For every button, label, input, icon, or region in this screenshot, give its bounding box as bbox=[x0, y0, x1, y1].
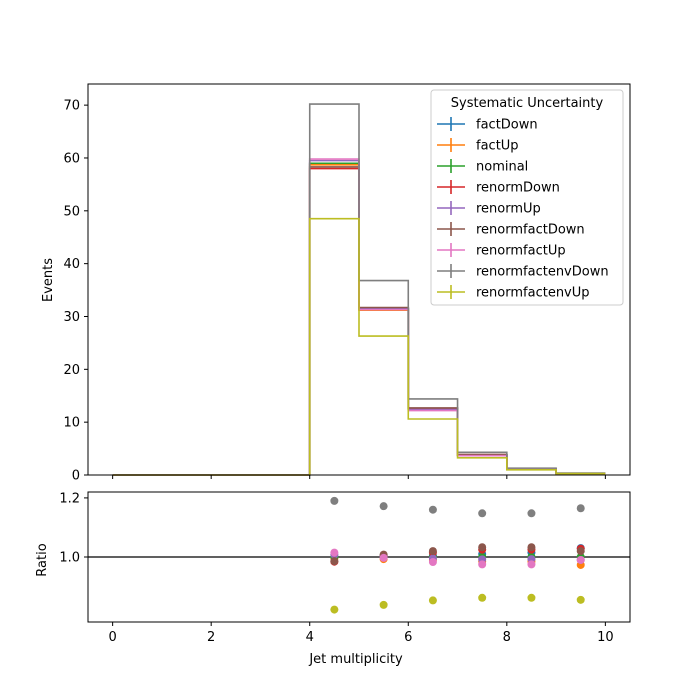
legend-label: renormfactUp bbox=[476, 244, 566, 259]
ratio-point bbox=[330, 548, 339, 557]
ratio-point bbox=[330, 605, 339, 614]
histogram-y-ticks: 0 10 20 30 40 50 60 70 bbox=[63, 99, 88, 484]
histogram-y-tick-label: 60 bbox=[63, 151, 80, 166]
ratio-point bbox=[428, 558, 437, 567]
legend-item-renormdown: renormDown bbox=[437, 180, 560, 196]
legend-item-renormfactenvup: renormfactenvUp bbox=[437, 285, 590, 301]
ratio-point bbox=[478, 593, 487, 602]
legend-item-renormup: renormUp bbox=[437, 201, 541, 217]
ratio-point bbox=[527, 543, 536, 552]
histogram-x-ticks bbox=[112, 475, 606, 479]
ratio-plot-area bbox=[88, 496, 630, 614]
x-tick-label: 6 bbox=[404, 630, 412, 645]
ratio-point bbox=[527, 560, 536, 569]
histogram-y-tick-label: 70 bbox=[63, 99, 80, 114]
legend-label: renormfactDown bbox=[476, 223, 585, 238]
ratio-x-ticks: 0 2 4 6 8 10 bbox=[108, 622, 614, 645]
ratio-point bbox=[428, 505, 437, 514]
legend-items: factDown factUp nominal renormDown renormUp r… bbox=[437, 117, 609, 301]
ratio-point bbox=[527, 593, 536, 602]
legend-item-nominal: nominal bbox=[437, 159, 528, 175]
ratio-series-renormfactup bbox=[330, 548, 585, 569]
legend-item-renormfactdown: renormfactDown bbox=[437, 222, 585, 238]
histogram-y-tick-label: 30 bbox=[63, 310, 80, 325]
ratio-point bbox=[330, 496, 339, 505]
ratio-point bbox=[379, 502, 388, 511]
ratio-point bbox=[576, 504, 585, 513]
ratio-point bbox=[478, 560, 487, 569]
legend-title: Systematic Uncertainty bbox=[451, 96, 604, 111]
ratio-point bbox=[576, 547, 585, 556]
ratio-point bbox=[478, 509, 487, 518]
ratio-point bbox=[428, 547, 437, 556]
ratio-point bbox=[576, 595, 585, 604]
ratio-y-axis-label: Ratio bbox=[35, 543, 50, 576]
legend-label: renormfactenvDown bbox=[476, 265, 609, 280]
legend-item-factdown: factDown bbox=[437, 117, 538, 133]
histogram-panel: 0 10 20 30 40 50 60 70 Events Systematic Uncert… bbox=[41, 83, 631, 484]
x-axis-label: Jet multiplicity bbox=[308, 652, 403, 667]
ratio-point bbox=[576, 555, 585, 564]
histogram-y-axis-label: Events bbox=[41, 258, 56, 302]
x-tick-label: 8 bbox=[503, 630, 511, 645]
histogram-y-tick-label: 0 bbox=[72, 469, 80, 484]
legend-label: renormUp bbox=[476, 202, 541, 217]
ratio-series-renormfactenvup bbox=[330, 593, 585, 614]
ratio-point bbox=[428, 596, 437, 605]
histogram-y-tick-label: 50 bbox=[63, 204, 80, 219]
legend-box bbox=[430, 89, 624, 306]
legend-label: factUp bbox=[476, 139, 519, 154]
legend-label: renormDown bbox=[476, 181, 560, 196]
ratio-y-tick-label: 1.0 bbox=[59, 551, 80, 566]
legend-item-renormfactup: renormfactUp bbox=[437, 243, 566, 259]
x-tick-label: 0 bbox=[108, 630, 116, 645]
histogram-y-tick-label: 20 bbox=[63, 363, 80, 378]
x-tick-label: 10 bbox=[597, 630, 614, 645]
ratio-series-renormfactenvdown bbox=[330, 496, 585, 518]
legend-item-factup: factUp bbox=[437, 138, 519, 154]
legend-item-renormfactenvdown: renormfactenvDown bbox=[437, 264, 609, 280]
ratio-point bbox=[379, 553, 388, 562]
ratio-y-tick-label: 1.2 bbox=[59, 491, 80, 506]
histogram-frame bbox=[87, 83, 631, 476]
histogram-y-tick-label: 10 bbox=[63, 416, 80, 431]
legend-label: nominal bbox=[476, 160, 528, 175]
legend: Systematic Uncertainty factDown factUp nom… bbox=[430, 89, 624, 306]
ratio-panel: 0 2 4 6 8 10 1.0 1.2 Ratio Jet multiplicity bbox=[35, 491, 631, 667]
ratio-point bbox=[478, 543, 487, 552]
legend-label: factDown bbox=[476, 118, 538, 133]
ratio-point bbox=[379, 600, 388, 609]
x-tick-label: 2 bbox=[207, 630, 215, 645]
ratio-point bbox=[330, 557, 339, 566]
legend-label: renormfactenvUp bbox=[476, 286, 590, 301]
x-tick-label: 4 bbox=[306, 630, 314, 645]
ratio-point bbox=[527, 509, 536, 518]
ratio-y-ticks: 1.0 1.2 bbox=[59, 491, 88, 566]
histogram-y-tick-label: 40 bbox=[63, 257, 80, 272]
